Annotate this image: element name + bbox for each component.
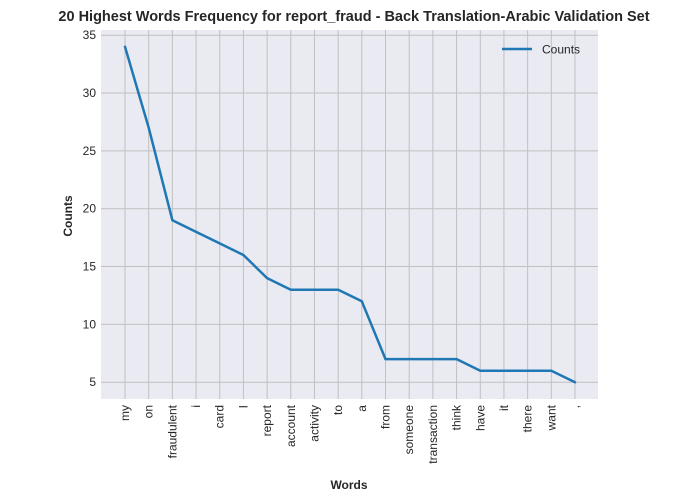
series-group	[123, 45, 577, 384]
x-tick-label: activity	[307, 405, 321, 442]
plot-area	[101, 30, 598, 399]
x-tick-label: I	[236, 405, 250, 408]
y-tick-label: 30	[83, 86, 97, 100]
chart-title: 20 Highest Words Frequency for report_fr…	[58, 9, 649, 25]
x-tick-label: think	[450, 404, 464, 430]
y-tick-label: 25	[83, 144, 97, 158]
x-tick-label: account	[284, 404, 298, 447]
y-tick-label: 10	[83, 317, 97, 331]
x-tick-label: card	[213, 405, 227, 428]
legend: Counts	[502, 43, 580, 57]
horizontal-gridlines	[101, 34, 598, 383]
x-tick-label: a	[355, 405, 369, 412]
x-tick-label: someone	[402, 405, 416, 455]
y-tick-label: 15	[83, 260, 97, 274]
x-tick-label: from	[379, 405, 393, 429]
x-tick-label: it	[497, 404, 511, 411]
x-tick-label: ,	[568, 405, 582, 408]
y-tick-label: 35	[83, 28, 97, 42]
vertical-gridlines	[124, 30, 576, 399]
x-tick-label: have	[473, 405, 487, 431]
legend-label: Counts	[542, 43, 580, 57]
x-tick-label: on	[142, 405, 156, 418]
y-axis-label: Counts	[61, 195, 75, 237]
y-tick-label: 20	[83, 202, 97, 216]
x-tick-label: there	[521, 405, 535, 433]
x-tick-label: want	[544, 404, 558, 431]
x-tick-label: to	[331, 405, 345, 415]
x-tick-label: my	[118, 405, 132, 421]
y-tick-labels: 5 10 15 20 25 30 35	[83, 28, 97, 389]
x-tick-label: report	[260, 404, 274, 436]
x-tick-label: i	[189, 405, 203, 408]
x-axis-label: Words	[330, 478, 367, 492]
y-tick-label: 5	[89, 375, 96, 389]
series-line	[123, 45, 577, 384]
x-tick-label: transaction	[426, 405, 440, 464]
x-tick-label: fraudulent	[165, 404, 179, 458]
